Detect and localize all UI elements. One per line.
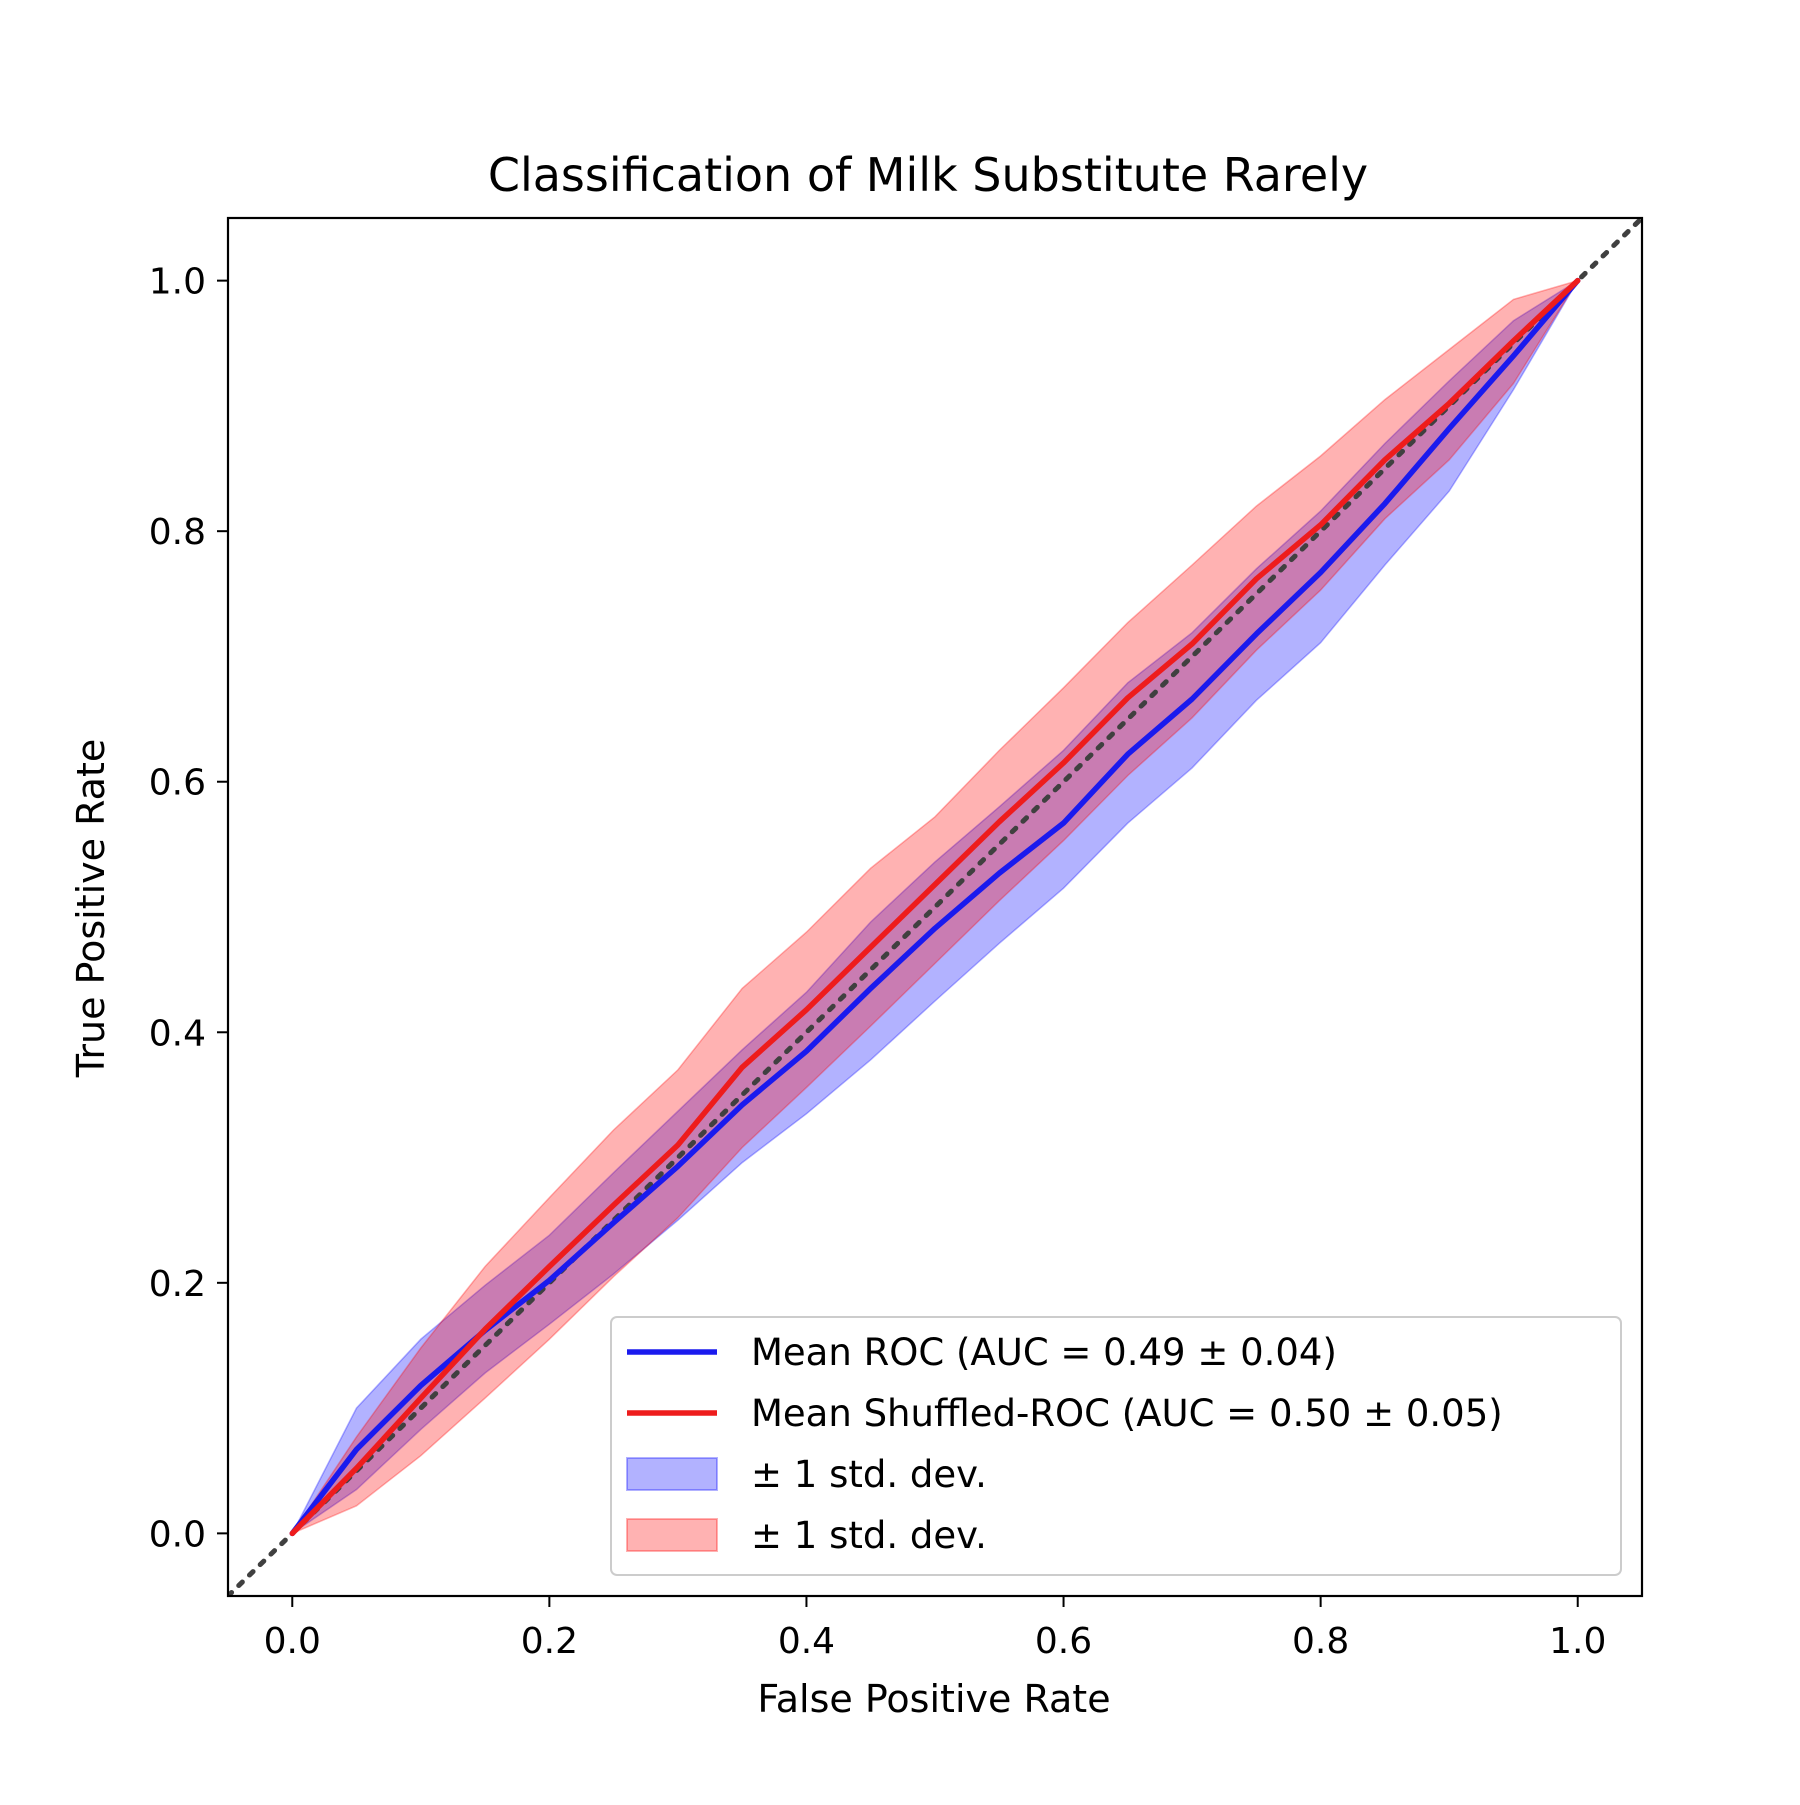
legend-patch-swatch xyxy=(626,1457,718,1491)
y-axis-label: True Positive Rate xyxy=(69,739,113,1079)
legend-label: Mean Shuffled-ROC (AUC = 0.50 ± 0.05) xyxy=(751,1392,1503,1435)
y-tick-label: 1.0 xyxy=(149,262,206,303)
y-tick-label: 0.2 xyxy=(149,1264,206,1305)
legend-patch-swatch xyxy=(626,1518,718,1552)
x-tick-label: 0.0 xyxy=(264,1621,321,1662)
y-tick-label: 0.6 xyxy=(149,763,206,804)
mean-roc-line-1 xyxy=(289,277,1581,1537)
y-tick-label: 0.8 xyxy=(149,512,206,553)
axes: 0.0 0.2 0.4 0.6 0.8 1.0 0.0 0.2 0.4 0.6 0.8 1.0 xyxy=(149,216,1644,1662)
legend-label: Mean ROC (AUC = 0.49 ± 0.04) xyxy=(751,1331,1337,1374)
legend: Mean ROC (AUC = 0.49 ± 0.04) Mean Shuffle… xyxy=(610,1316,1622,1576)
y-tick-label: 0.0 xyxy=(149,1514,206,1555)
chance-diagonal-line xyxy=(228,218,1642,1596)
chart-title: Classification of Milk Substitute Rarely xyxy=(488,148,1368,202)
x-tick-label: 0.2 xyxy=(521,1621,578,1662)
legend-label: ± 1 std. dev. xyxy=(751,1453,987,1496)
legend-box xyxy=(610,1316,1622,1576)
x-tick-label: 1.0 xyxy=(1549,1621,1606,1662)
y-tick-label: 0.4 xyxy=(149,1013,206,1054)
x-tick-label: 0.6 xyxy=(1035,1621,1092,1662)
mean-roc-line-2 xyxy=(289,277,1581,1537)
x-axis-label: False Positive Rate xyxy=(757,1677,1110,1721)
x-tick-label: 0.8 xyxy=(1292,1621,1349,1662)
legend-label: ± 1 std. dev. xyxy=(751,1514,987,1557)
axes-frame xyxy=(226,216,1644,1598)
x-tick-label: 0.4 xyxy=(778,1621,835,1662)
plot-area xyxy=(228,218,1642,1596)
